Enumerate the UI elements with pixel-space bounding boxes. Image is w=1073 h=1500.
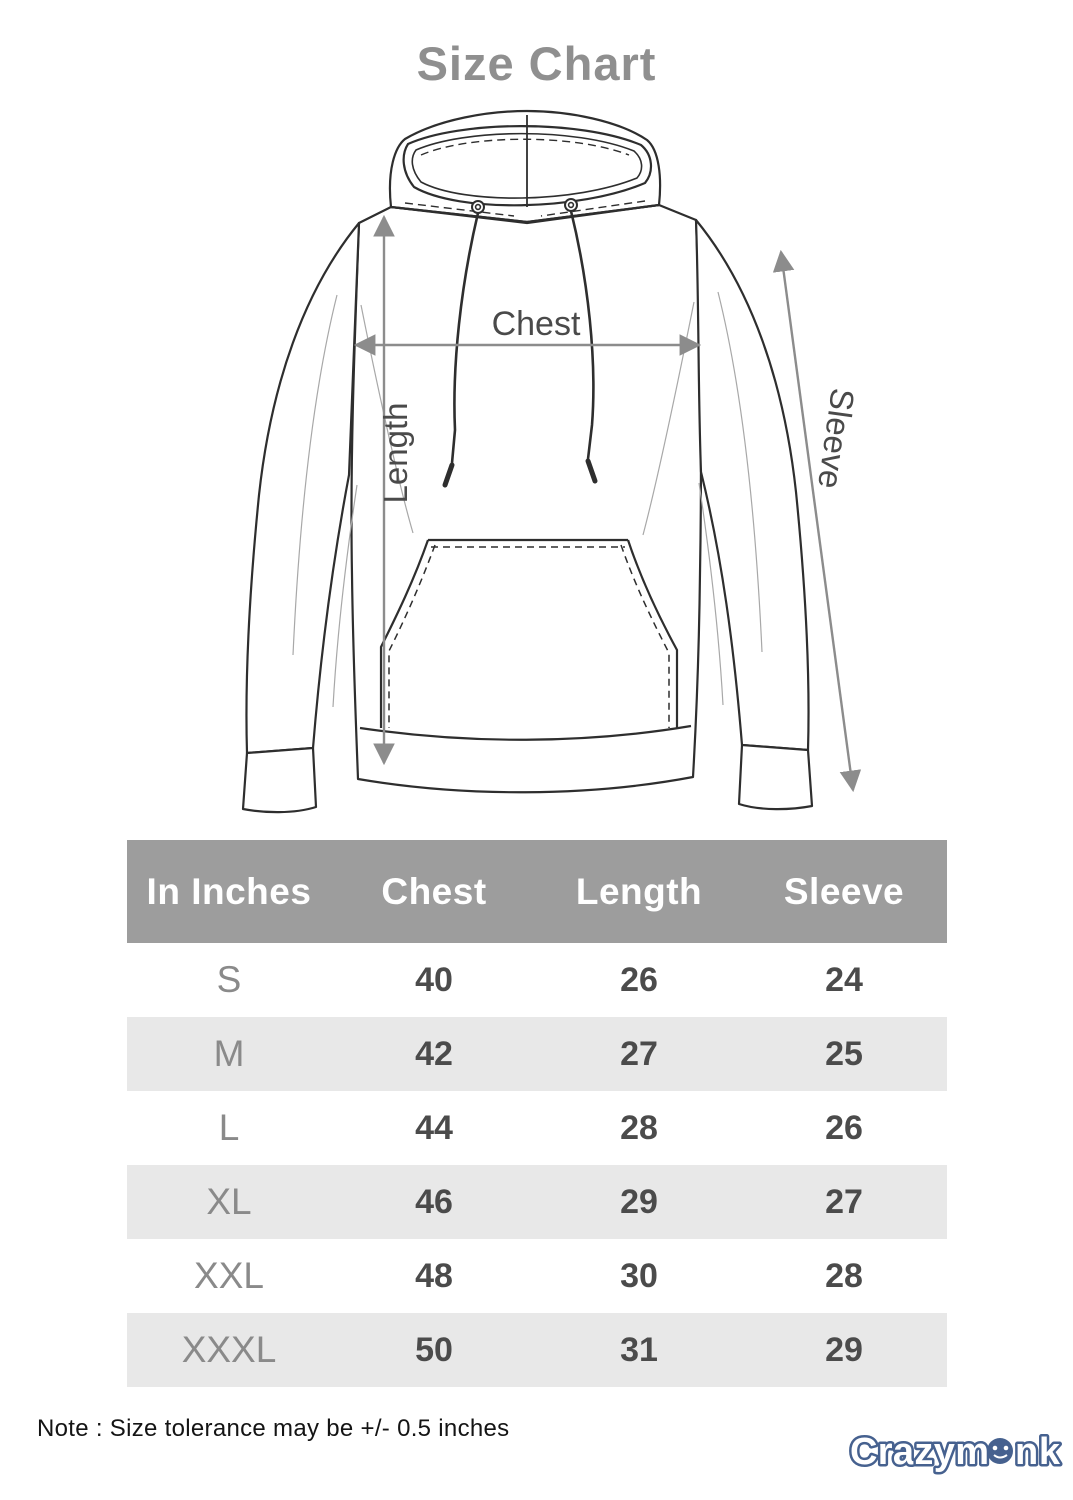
length-value: 30 bbox=[620, 1256, 658, 1295]
size-label: M bbox=[213, 1033, 245, 1074]
chest-value: 40 bbox=[415, 960, 453, 999]
length-value: 29 bbox=[620, 1182, 658, 1221]
monk-smile bbox=[993, 1454, 1008, 1459]
hoodie-diagram-icon: Chest Length Sleeve bbox=[241, 109, 862, 814]
size-label: S bbox=[216, 959, 242, 1000]
chest-value: 46 bbox=[415, 1182, 453, 1221]
col-header-length: Length bbox=[536, 840, 742, 943]
sleeve-value: 26 bbox=[825, 1108, 863, 1147]
drawstrings bbox=[442, 198, 597, 488]
header-row: In Inches Chest Length Sleeve bbox=[126, 840, 947, 943]
size-label: XXL bbox=[194, 1255, 264, 1296]
logo-text-pre: Crazym bbox=[850, 1431, 988, 1473]
waistband-line bbox=[359, 724, 691, 741]
monk-eye-right bbox=[1003, 1445, 1009, 1451]
sleeve-diagram-label: Sleeve bbox=[811, 386, 862, 491]
size-label: XXXL bbox=[181, 1329, 277, 1370]
chest-value: 42 bbox=[415, 1034, 453, 1073]
length-value: 26 bbox=[620, 960, 658, 999]
hoodie-figure: Chest Length Sleeve bbox=[209, 95, 865, 830]
size-row-s: S 40 26 24 bbox=[127, 943, 947, 1017]
page-title: Size Chart bbox=[416, 37, 657, 90]
size-label: XL bbox=[206, 1181, 252, 1222]
crazymonk-logo-icon: Crazym nk bbox=[848, 1429, 1065, 1476]
tolerance-note: Note : Size tolerance may be +/- 0.5 inc… bbox=[37, 1415, 510, 1442]
size-row-xxxl: XXXL 50 31 29 bbox=[126, 1313, 947, 1387]
length-diagram-label: Length bbox=[377, 403, 414, 504]
sleeve-value: 25 bbox=[825, 1034, 863, 1073]
sleeve-value: 29 bbox=[825, 1330, 863, 1369]
size-table: In Inches Chest Length Sleeve S 40 26 24… bbox=[126, 840, 947, 1387]
monk-face-icon bbox=[987, 1438, 1013, 1464]
col-header-unit: In Inches bbox=[126, 840, 332, 943]
sleeve-fold-lines bbox=[291, 291, 763, 708]
sleeve-value: 24 bbox=[825, 960, 863, 999]
chest-value: 44 bbox=[415, 1108, 453, 1147]
monk-eye-left bbox=[992, 1445, 998, 1451]
size-row-xxl: XXL 48 30 28 bbox=[127, 1239, 947, 1313]
length-value: 31 bbox=[620, 1330, 658, 1369]
size-table-body: S 40 26 24 M 42 27 25 L 44 28 26 XL 46 2… bbox=[126, 943, 947, 1387]
size-label: L bbox=[218, 1107, 240, 1148]
chest-diagram-label: Chest bbox=[491, 305, 580, 343]
logo-text-post: nk bbox=[1015, 1431, 1061, 1473]
length-value: 27 bbox=[620, 1034, 658, 1073]
measurement-labels: Chest Length Sleeve bbox=[377, 305, 862, 503]
sleeve-arrow bbox=[772, 249, 861, 793]
measurement-arrows bbox=[353, 214, 861, 793]
size-row-xl: XL 46 29 27 bbox=[126, 1165, 947, 1239]
chest-value: 50 bbox=[415, 1330, 453, 1369]
hood-stitching bbox=[404, 138, 645, 217]
sleeve-value: 27 bbox=[825, 1182, 863, 1221]
length-value: 28 bbox=[620, 1108, 658, 1147]
sleeve-value: 28 bbox=[825, 1256, 863, 1295]
size-row-m: M 42 27 25 bbox=[126, 1017, 947, 1091]
size-row-l: L 44 28 26 bbox=[127, 1091, 947, 1165]
size-table-header: In Inches Chest Length Sleeve bbox=[126, 840, 947, 943]
brand-logo: Crazym nk bbox=[848, 1426, 1065, 1481]
col-header-sleeve: Sleeve bbox=[741, 840, 947, 943]
col-header-chest: Chest bbox=[331, 840, 537, 943]
hood bbox=[388, 109, 661, 224]
chest-value: 48 bbox=[415, 1256, 453, 1295]
